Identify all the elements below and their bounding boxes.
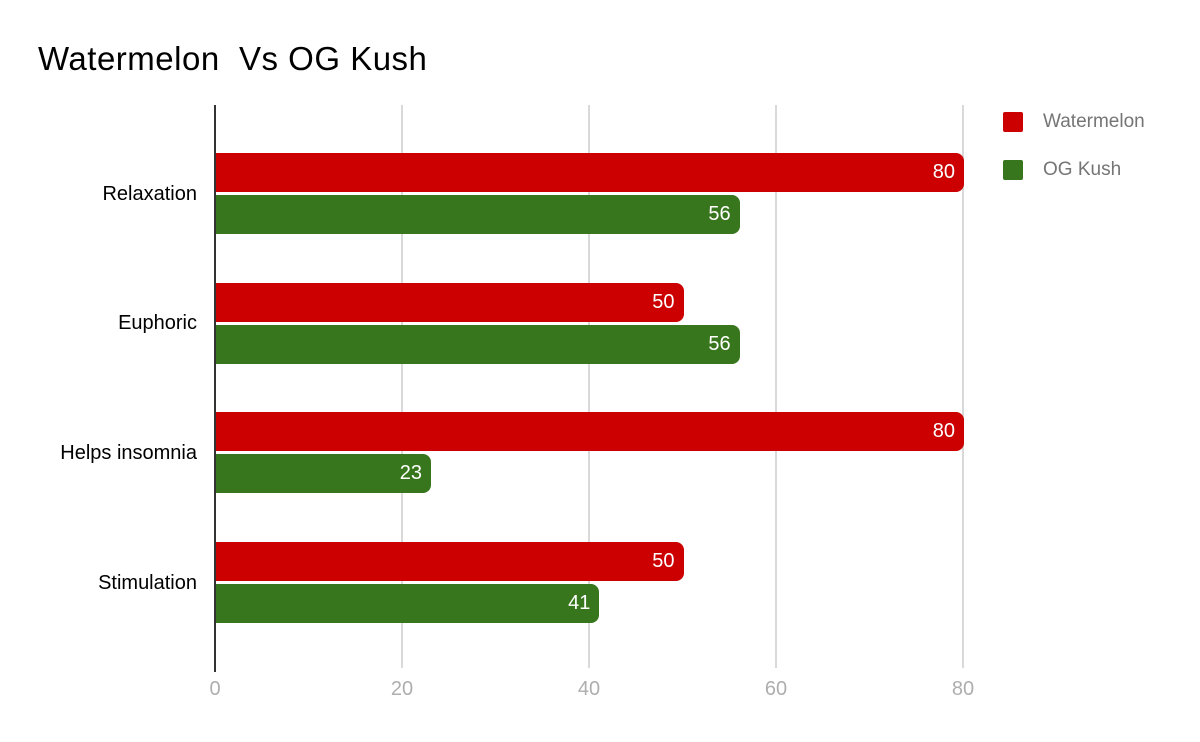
gridline <box>775 105 777 668</box>
chart-title: Watermelon Vs OG Kush <box>38 40 428 77</box>
category-label: Stimulation <box>98 571 197 594</box>
legend-item-watermelon: Watermelon <box>1003 111 1145 133</box>
bar-value-label: 56 <box>708 203 731 225</box>
x-tick-label: 80 <box>951 678 975 700</box>
bar-og-kush: 56 <box>216 195 740 234</box>
bar-watermelon: 80 <box>216 412 964 452</box>
x-axis-baseline <box>214 105 216 672</box>
bar-og-kush: 23 <box>216 454 432 494</box>
legend-label: Watermelon <box>1043 111 1145 132</box>
category-label: Relaxation <box>102 182 197 205</box>
bar-value-label: 56 <box>708 332 731 355</box>
bar-watermelon: 50 <box>216 282 684 322</box>
bar-value-label: 80 <box>932 420 955 443</box>
x-tick-label: 60 <box>764 678 788 700</box>
legend-swatch <box>1003 112 1023 132</box>
legend-label: OG Kush <box>1043 159 1122 180</box>
bar-og-kush: 56 <box>216 324 740 364</box>
x-tick-label: 20 <box>390 678 414 700</box>
bar-value-label: 80 <box>932 161 955 183</box>
bar-watermelon: 80 <box>216 153 964 192</box>
category-label: Helps insomnia <box>60 441 197 464</box>
gridline <box>962 105 964 668</box>
legend: Watermelon OG Kush <box>1003 111 1145 181</box>
bar-value-label: 50 <box>652 290 675 313</box>
gridline <box>588 105 590 668</box>
bar-og-kush: 41 <box>216 584 600 624</box>
legend-swatch <box>1003 160 1023 180</box>
bar-value-label: 50 <box>652 550 675 573</box>
legend-item-og-kush: OG Kush <box>1003 159 1145 181</box>
x-tick-label: 40 <box>577 678 601 700</box>
bar-watermelon: 50 <box>216 542 684 582</box>
x-tick-label: 0 <box>209 678 221 700</box>
gridline <box>401 105 403 668</box>
bar-value-label: 23 <box>399 462 423 485</box>
bar-value-label: 41 <box>568 592 591 615</box>
category-label: Euphoric <box>118 312 197 335</box>
